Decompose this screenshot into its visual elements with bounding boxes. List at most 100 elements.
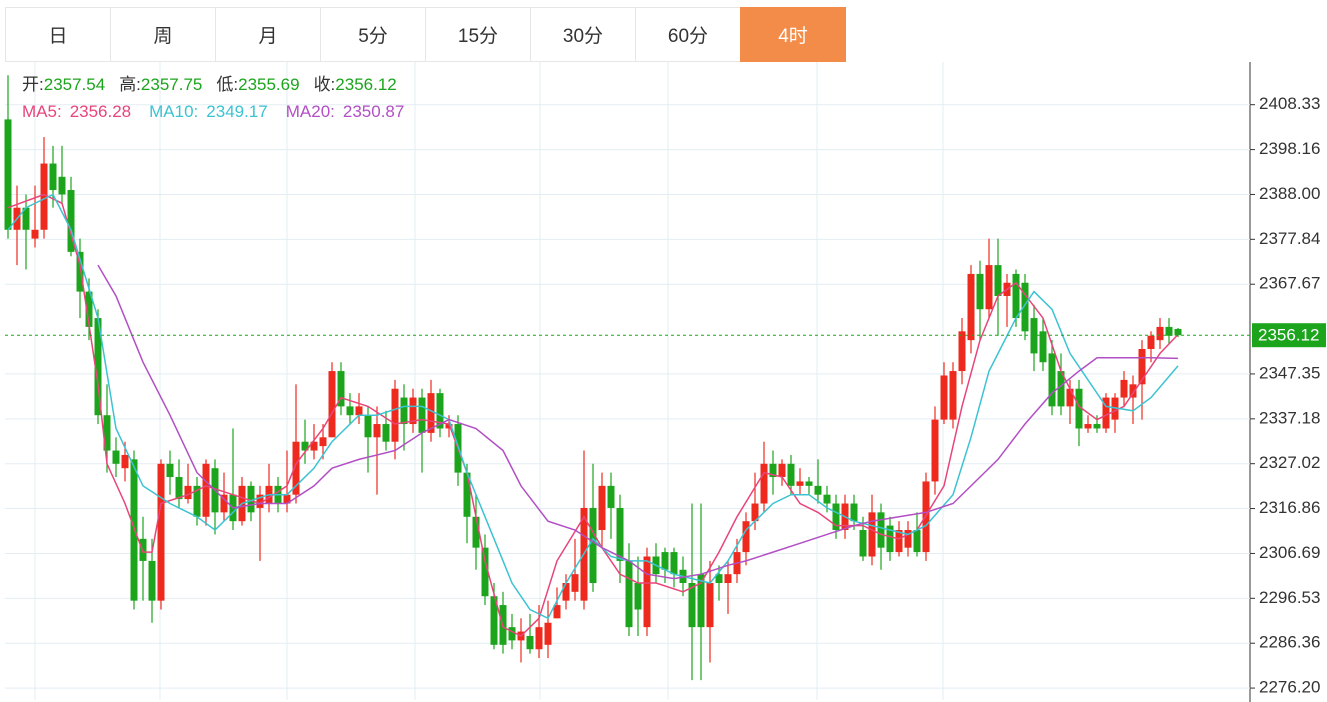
candle-body — [805, 481, 813, 486]
candle-body — [22, 207, 30, 230]
candle-body — [1075, 388, 1083, 429]
candle-body — [67, 190, 75, 252]
ma-line — [7, 193, 1179, 620]
candle-body — [949, 371, 957, 420]
candle-body — [1012, 273, 1020, 319]
vertical-grid — [34, 62, 944, 700]
candle-body — [1165, 326, 1173, 336]
candle-body — [571, 574, 579, 592]
candle-body — [535, 627, 543, 650]
candle-body — [508, 627, 516, 641]
candle-body — [1066, 388, 1074, 407]
candle-body — [364, 415, 372, 438]
candle-body — [1093, 424, 1101, 429]
period-tab[interactable]: 60分 — [635, 7, 741, 62]
candle-body — [94, 318, 102, 416]
candle-body — [202, 463, 210, 517]
candle-body — [715, 574, 723, 583]
candle-body — [436, 393, 444, 429]
legend-value: 2356.28 — [70, 102, 131, 121]
candle-body — [1048, 353, 1056, 407]
y-tick-label: 2276.20 — [1259, 678, 1320, 697]
candle-body — [1138, 348, 1146, 385]
y-tick-label: 2327.02 — [1259, 453, 1320, 472]
y-tick-label: 2306.69 — [1259, 543, 1320, 562]
period-tab[interactable]: 5分 — [320, 7, 426, 62]
candle-body — [409, 397, 417, 425]
candle-body — [697, 574, 705, 628]
candle-body — [607, 485, 615, 508]
candle-body — [850, 503, 858, 522]
candle-body — [346, 406, 354, 416]
candle-body — [922, 481, 930, 553]
candle-body — [1156, 326, 1164, 341]
candle-body — [562, 582, 570, 601]
ohlc-info-label: 高: — [119, 75, 141, 94]
candle-body — [382, 424, 390, 442]
candle-body — [472, 516, 480, 548]
candle-body — [769, 463, 777, 478]
candle-body — [4, 119, 12, 230]
candle-body — [751, 503, 759, 522]
period-tab[interactable]: 日 — [5, 7, 111, 62]
candle-body — [481, 547, 489, 597]
candle-body — [598, 485, 606, 531]
candle-body — [823, 494, 831, 504]
candle-body — [40, 163, 48, 230]
candle-body — [1174, 328, 1182, 336]
y-tick-label: 2316.86 — [1259, 498, 1320, 517]
period-tab[interactable]: 月 — [215, 7, 321, 62]
candle-body — [328, 371, 336, 438]
candle-body — [661, 552, 669, 570]
candle-body — [49, 163, 57, 191]
period-tabs: 日周月 5分 15分 30分 60分 4时 — [5, 7, 846, 62]
candle-body — [967, 273, 975, 341]
candle-body — [58, 176, 66, 195]
legend-name: MA20: — [286, 102, 335, 121]
candle-body — [1039, 331, 1047, 363]
candle-body — [940, 375, 948, 420]
ma-legend: MA5: 2356.28 MA10: 2349.17 MA20: 2350.87 — [22, 102, 404, 121]
ohlc-info-label: 低: — [216, 75, 238, 94]
candle-body — [175, 477, 183, 500]
ohlc-info-value: 2357.54 — [44, 75, 105, 94]
candle-body — [634, 582, 642, 610]
candle-body — [193, 485, 201, 517]
candle-body — [76, 251, 84, 292]
candle-body — [121, 454, 129, 469]
candle-body — [148, 560, 156, 601]
candle-body — [688, 582, 696, 628]
candle-body — [670, 552, 678, 575]
candle-body — [1120, 379, 1128, 398]
candle-body — [1021, 282, 1029, 332]
candle-body — [832, 503, 840, 531]
candle-body — [760, 463, 768, 504]
candle-body — [1129, 384, 1137, 398]
candle-body — [814, 485, 822, 495]
candle-body — [283, 494, 291, 504]
candle-body — [886, 525, 894, 553]
y-tick-label: 2398.16 — [1259, 139, 1320, 158]
legend-name: MA10: — [149, 102, 198, 121]
legend-value: 2350.87 — [343, 102, 404, 121]
period-tab[interactable]: 30分 — [530, 7, 636, 62]
candle-body — [931, 419, 939, 482]
candle-body — [355, 406, 363, 416]
candle-body — [877, 512, 885, 548]
y-tick-label: 2337.18 — [1259, 408, 1320, 427]
candle-body — [985, 265, 993, 310]
candle-body — [166, 463, 174, 478]
candle-body — [904, 530, 912, 548]
ohlc-info-value: 2356.12 — [335, 75, 396, 94]
period-tab[interactable]: 4时 — [740, 7, 846, 62]
candle-body — [526, 635, 534, 650]
candle-body — [418, 397, 426, 433]
candle-body — [868, 512, 876, 557]
candle-body — [742, 521, 750, 553]
candle-body — [994, 265, 1002, 297]
period-tab[interactable]: 15分 — [425, 7, 531, 62]
period-tab[interactable]: 周 — [110, 7, 216, 62]
y-tick-label: 2367.67 — [1259, 274, 1320, 293]
candle-body — [1057, 371, 1065, 407]
